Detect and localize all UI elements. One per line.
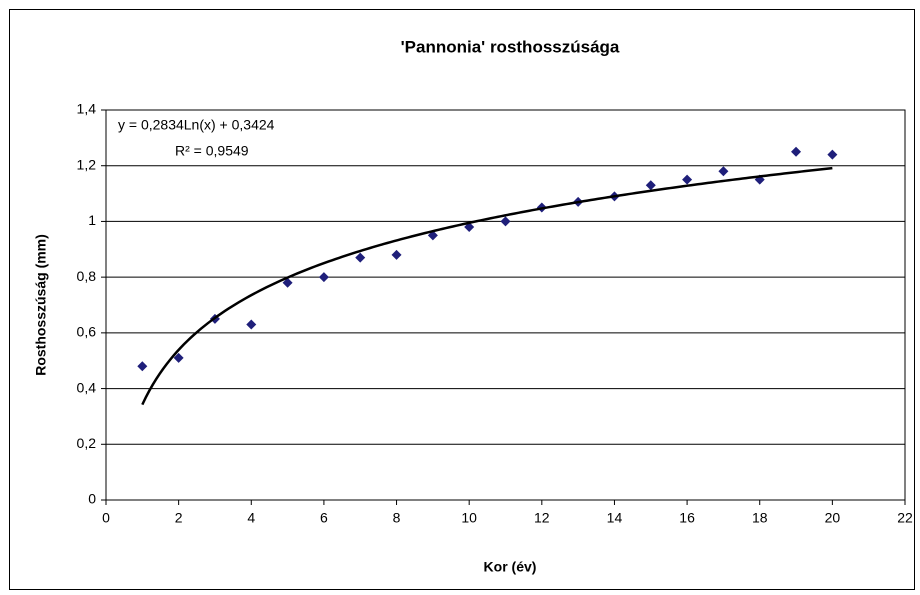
data-point — [137, 361, 148, 372]
data-point — [682, 174, 693, 185]
x-tick-label: 8 — [393, 510, 401, 526]
plot-area — [105, 109, 906, 501]
x-tick-label: 4 — [247, 510, 255, 526]
x-tick-label: 12 — [534, 510, 550, 526]
data-point — [791, 146, 802, 157]
x-tick-label: 6 — [320, 510, 328, 526]
data-point — [500, 216, 511, 227]
data-point — [282, 277, 293, 288]
chart-title: 'Pannonia' rosthosszúsága — [401, 37, 620, 56]
x-tick-label: 20 — [825, 510, 841, 526]
data-point — [173, 352, 184, 363]
data-point — [718, 166, 729, 177]
x-tick-label: 16 — [679, 510, 695, 526]
trendline-r-squared: R² = 0,9549 — [175, 143, 249, 159]
y-axis-label: Rosthosszúság (mm) — [33, 234, 49, 376]
y-tick-label: 1,4 — [77, 101, 97, 117]
data-point — [391, 249, 402, 260]
data-point — [355, 252, 366, 263]
y-tick-label: 0,6 — [77, 324, 97, 340]
data-point — [318, 272, 329, 283]
y-tick-label: 0,4 — [77, 379, 97, 395]
trendline — [141, 166, 833, 406]
x-tick-label: 18 — [752, 510, 768, 526]
x-tick-label: 10 — [461, 510, 477, 526]
x-axis-label: Kor (év) — [484, 559, 537, 575]
data-point — [645, 180, 656, 191]
y-tick-label: 0,2 — [77, 435, 97, 451]
y-tick-label: 1 — [88, 212, 96, 228]
data-point — [827, 149, 838, 160]
data-point — [246, 319, 257, 330]
x-tick-label: 2 — [175, 510, 183, 526]
x-tick-label: 14 — [607, 510, 623, 526]
x-tick-label: 22 — [897, 510, 913, 526]
y-tick-label: 0,8 — [77, 268, 97, 284]
y-tick-label: 0 — [88, 491, 96, 507]
y-tick-label: 1,2 — [77, 156, 97, 172]
trendline-equation: y = 0,2834Ln(x) + 0,3424 — [118, 117, 275, 133]
x-tick-label: 0 — [102, 510, 110, 526]
